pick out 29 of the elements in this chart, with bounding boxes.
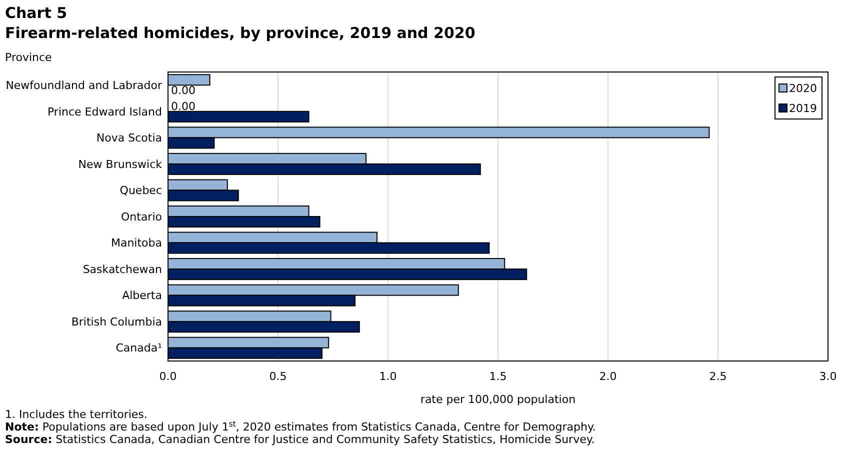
text: 1. Includes the territories.: [5, 408, 148, 421]
y-axis-title: Province: [5, 51, 52, 64]
y-tick-label: Saskatchewan: [82, 262, 162, 276]
x-tick-label: 0.5: [269, 370, 287, 383]
chart-subtitle: Firearm-related homicides, by province, 2019 and 2020: [5, 24, 476, 42]
text: Chart 5: [5, 4, 68, 22]
y-tick-label: Quebec: [120, 184, 162, 198]
y-tick-label: Alberta: [122, 289, 162, 302]
y-tick-label: British Columbia: [71, 315, 162, 328]
data-label: 0.00: [171, 84, 196, 98]
y-tick-label: Ontario: [121, 210, 162, 224]
x-tick-label: 0.0: [159, 370, 177, 383]
legend-label: 2020: [789, 82, 817, 95]
x-axis-title: rate per 100,000 population: [420, 393, 576, 406]
x-tick-label: 2.0: [599, 370, 617, 383]
x-tick-label: 2.5: [709, 370, 727, 383]
text: Note: Populations are based upon July 1$^{st}$, 2020 estimates from Statistics Canada, Centre for Demography.: [5, 419, 596, 434]
y-tick-label: Nova Scotia: [96, 132, 162, 145]
source-note: Source: Statistics Canada, Canadian Centre for Justice and Community Safety Statistics, Homicide Survey.: [5, 433, 595, 446]
x-tick-label: 1.5: [489, 370, 507, 383]
x-tick-label: 1.0: [379, 370, 397, 383]
y-tick-label: New Brunswick: [78, 158, 163, 171]
y-tick-label: Canada¹: [116, 342, 162, 355]
legend-label: 2019: [789, 102, 817, 115]
y-tick-label: Prince Edward Island: [47, 105, 162, 118]
y-tick-label: Manitoba: [110, 236, 162, 250]
y-tick-label: Newfoundland and Labrador: [6, 78, 162, 92]
x-tick-label: 3.0: [819, 370, 837, 383]
data-label: 0.00: [171, 100, 196, 114]
